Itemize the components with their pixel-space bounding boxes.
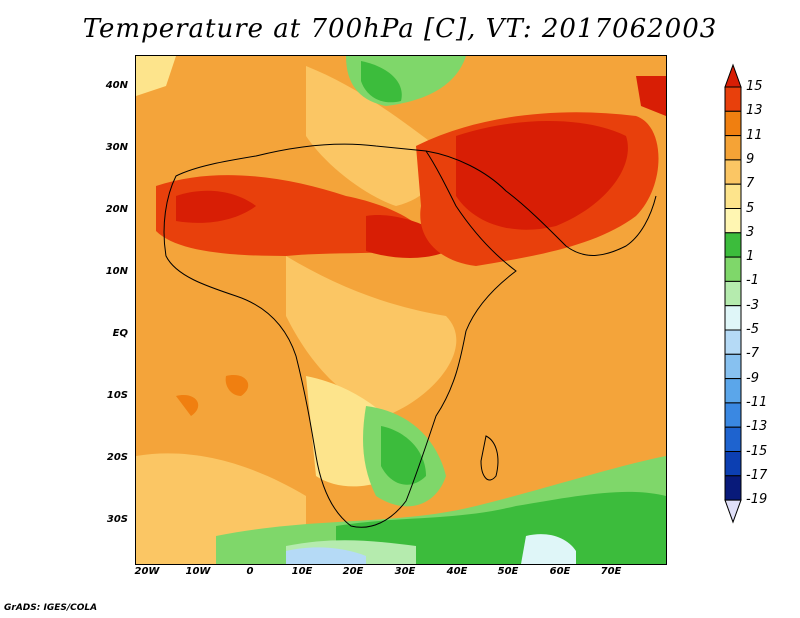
colorbar-label: -5 xyxy=(746,322,759,337)
colorbar-bottom-arrow xyxy=(724,499,742,524)
colorbar-segment xyxy=(724,305,742,331)
colorbar-segment xyxy=(724,353,742,380)
colorbar-label: -7 xyxy=(746,346,759,362)
colorbar-segment xyxy=(724,159,742,185)
lon-tick-label: 20W xyxy=(134,566,160,577)
lon-tick-label: 60E xyxy=(549,566,571,577)
lat-tick-label: 10N xyxy=(105,266,128,277)
map-field xyxy=(136,56,666,564)
lon-tick-label: 20E xyxy=(342,566,364,577)
colorbar-label: 3 xyxy=(746,224,755,240)
colorbar-label: 15 xyxy=(746,79,763,94)
lon-tick-label: 30E xyxy=(394,566,416,577)
colorbar-segment xyxy=(724,232,742,258)
colorbar-segment xyxy=(724,451,742,477)
colorbar-label: -19 xyxy=(746,492,768,508)
lat-tick-label: 20S xyxy=(106,452,128,463)
colorbar-segment xyxy=(724,110,742,137)
colorbar-segment xyxy=(724,402,742,428)
colorbar-label: -3 xyxy=(746,297,759,313)
lat-tick-label: 20N xyxy=(105,204,128,215)
lat-tick-label: EQ xyxy=(112,328,128,339)
lon-tick-label: 50E xyxy=(497,566,519,577)
colorbar-segment xyxy=(724,183,742,209)
colorbar-label: -1 xyxy=(746,273,759,289)
colorbar-label: 5 xyxy=(746,200,755,216)
lat-tick-label: 30N xyxy=(105,142,128,153)
colorbar-segment xyxy=(724,208,742,234)
colorbar-label: -9 xyxy=(746,370,759,386)
colorbar-segment xyxy=(724,280,742,307)
lat-tick-label: 10S xyxy=(106,390,128,401)
colorbar-label: -13 xyxy=(746,419,768,435)
colorbar-label: 11 xyxy=(746,127,763,143)
colorbar-segment xyxy=(724,256,742,282)
lon-tick-label: 70E xyxy=(600,566,622,577)
temperature-map xyxy=(135,55,667,565)
colorbar-label: 13 xyxy=(746,103,763,119)
colorbar-label: 9 xyxy=(746,151,755,167)
colorbar-label: -11 xyxy=(746,394,768,410)
colorbar-label: -17 xyxy=(746,467,768,483)
colorbar-label: 7 xyxy=(746,176,755,192)
lon-tick-label: 0 xyxy=(246,566,254,577)
colorbar-segment xyxy=(724,475,742,501)
colorbar-label: -15 xyxy=(746,443,768,459)
colorbar-segment xyxy=(724,426,742,453)
colorbar-segment xyxy=(724,135,742,161)
colorbar-segment xyxy=(724,86,742,112)
lat-tick-label: 30S xyxy=(106,514,128,525)
colorbar-top-arrow xyxy=(724,63,742,88)
footer-credit: GrADS: IGES/COLA xyxy=(4,603,98,613)
colorbar-segment xyxy=(724,378,742,404)
lat-tick-label: 40N xyxy=(105,80,128,91)
lon-tick-label: 10E xyxy=(291,566,313,577)
lon-tick-label: 10W xyxy=(185,566,211,577)
lon-tick-label: 40E xyxy=(446,566,468,577)
colorbar-segment xyxy=(724,329,742,355)
chart-title: Temperature at 700hPa [C], VT: 201706200… xyxy=(82,14,718,44)
colorbar-label: 1 xyxy=(746,249,755,265)
